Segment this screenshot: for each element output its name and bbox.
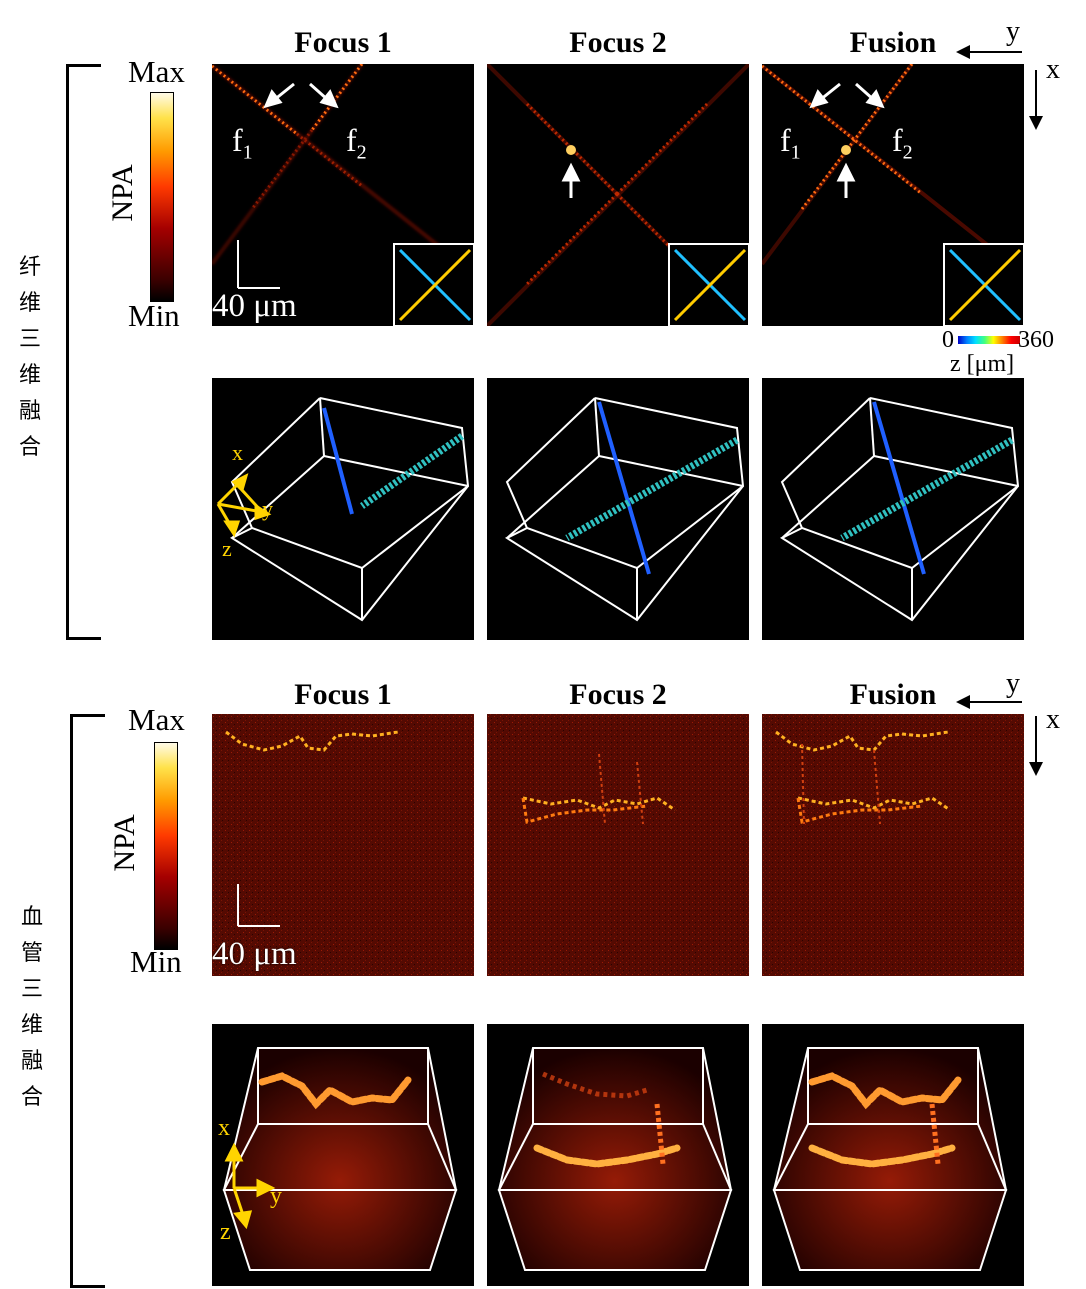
scale-bar-label: 40 μm <box>212 288 297 324</box>
fiber-focus2-projection <box>487 64 749 326</box>
vessel-focus2-projection <box>487 714 749 976</box>
vessel-colorbar <box>154 742 178 950</box>
vessel-colorbar-title: NPA <box>108 814 141 872</box>
vessel-axis3d-label-y: y <box>270 1183 282 1209</box>
fiber-fusion-projection: f1 f2 <box>762 64 1024 326</box>
axes-3d-icon <box>216 473 272 538</box>
focus-label-f2: f2 <box>346 122 367 164</box>
vessel-column-title-focus2: Focus 2 <box>569 678 667 711</box>
colorbar-min-label: Min <box>128 298 180 333</box>
column-title-focus1: Focus 1 <box>294 26 392 59</box>
fusion-focus-label-f1: f1 <box>780 122 801 164</box>
focus-label-f1: f1 <box>232 122 253 164</box>
vessel-axis-label-x: x <box>1046 704 1060 735</box>
vessel-axes-3d-icon <box>224 1142 276 1230</box>
colorbar-max-label: Max <box>128 54 185 89</box>
axis-label-x: x <box>1046 54 1060 85</box>
vessel-axis3d-label-x: x <box>218 1115 230 1141</box>
section-side-label: 纤维三维融合 <box>18 255 41 460</box>
colorbar-title: NPA <box>106 164 139 222</box>
fiber-focus1-3d: x y z <box>212 378 474 640</box>
depth-colorbar-min: 0 <box>942 327 954 353</box>
colorbar <box>150 92 174 302</box>
column-title-fusion: Fusion <box>849 26 937 59</box>
column-title-focus2: Focus 2 <box>569 26 667 59</box>
vessel-section-side-label: 血管三维融合 <box>20 905 43 1110</box>
axis-arrow-icon <box>956 45 1043 130</box>
vessel-section-bracket <box>70 714 105 1288</box>
depth-colorbar-gradient <box>958 336 1020 344</box>
fiber-focus1-projection: f1 f2 40 μm <box>212 64 474 326</box>
vessel-scale-bar-label: 40 μm <box>212 936 297 972</box>
depth-colorbar-max: 360 <box>1018 327 1054 353</box>
vessel-fusion-3d <box>762 1024 1024 1286</box>
vessel-focus2-3d <box>487 1024 749 1286</box>
depth-colorbar-title: z [μm] <box>950 351 1015 377</box>
vessel-focus1-3d: x y z <box>212 1024 474 1286</box>
fusion-focus-label-f2: f2 <box>892 122 913 164</box>
axis-label-y: y <box>1006 16 1020 47</box>
vessel-fusion-projection <box>762 714 1024 976</box>
axis3d-label-z: z <box>222 536 232 561</box>
section-bracket <box>66 64 101 640</box>
axis3d-label-x: x <box>232 440 243 465</box>
vessel-focus1-projection: 40 μm <box>212 714 474 976</box>
vessel-column-title-focus1: Focus 1 <box>294 678 392 711</box>
vessel-colorbar-max-label: Max <box>128 702 185 737</box>
vessel-axis-arrow-icon <box>956 695 1043 776</box>
vessel-axis3d-label-z: z <box>220 1219 231 1245</box>
fiber-focus2-3d <box>487 378 749 640</box>
vessel-axis-label-y: y <box>1006 668 1020 699</box>
vessel-column-title-fusion: Fusion <box>849 678 937 711</box>
axis3d-label-y: y <box>262 496 273 521</box>
vessel-colorbar-min-label: Min <box>130 944 182 979</box>
fiber-fusion-3d <box>762 378 1024 640</box>
